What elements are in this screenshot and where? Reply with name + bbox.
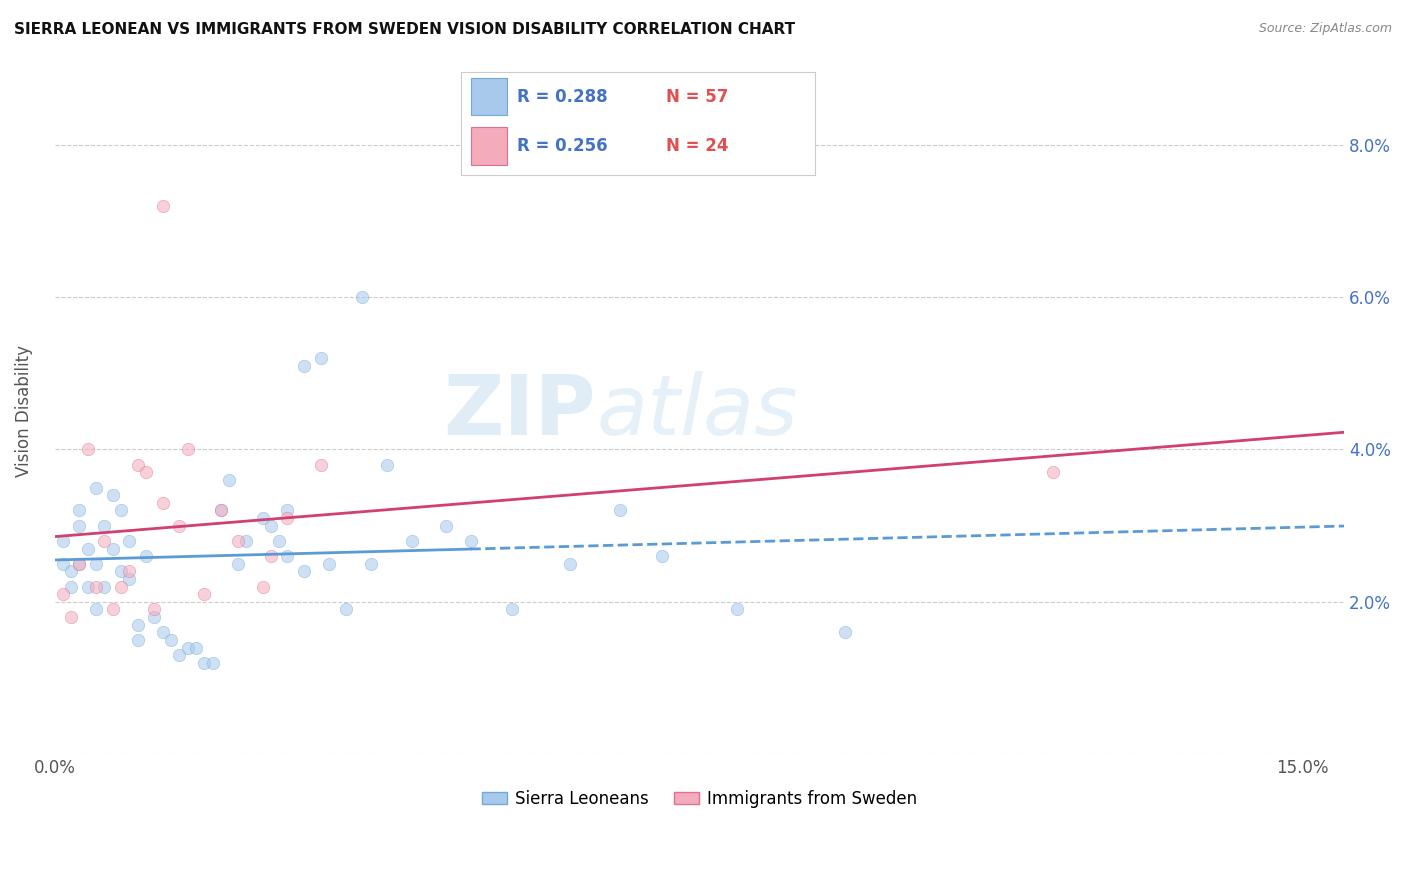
Point [52,587,75,601]
Point [69,503,91,517]
Point [127,617,149,632]
Point [110,503,132,517]
Point [152,625,174,640]
Point [69,557,91,571]
Point [93,533,115,548]
Point [118,565,141,579]
Point [252,580,274,594]
Point [101,541,124,556]
Point [193,587,215,601]
Point [84,580,107,594]
Point [252,511,274,525]
Legend: Sierra Leoneans, Immigrants from Sweden: Sierra Leoneans, Immigrants from Sweden [475,783,924,814]
Point [226,533,249,548]
Text: SIERRA LEONEAN VS IMMIGRANTS FROM SWEDEN VISION DISABILITY CORRELATION CHART: SIERRA LEONEAN VS IMMIGRANTS FROM SWEDEN… [14,22,796,37]
Point [560,557,582,571]
Point [209,503,232,517]
Point [127,632,149,647]
Point [309,458,332,472]
Point [76,442,98,457]
Point [84,557,107,571]
Point [725,602,748,616]
Point [318,557,340,571]
Point [52,533,75,548]
Point [84,602,107,616]
Point [93,518,115,533]
Point [60,610,83,624]
Point [101,488,124,502]
Point [276,511,298,525]
Point [176,640,198,655]
Point [434,518,457,533]
Point [152,199,174,213]
Point [309,351,332,365]
Point [135,466,157,480]
Point [609,503,631,517]
Point [352,290,374,304]
Point [184,640,207,655]
Point [235,533,257,548]
Point [176,442,198,457]
Point [110,580,132,594]
Point [1042,466,1064,480]
Point [460,533,482,548]
Point [110,565,132,579]
Point [292,359,315,373]
Point [101,602,124,616]
Point [269,533,291,548]
Point [76,580,98,594]
Point [135,549,157,563]
Point [260,549,283,563]
Point [260,518,283,533]
Point [118,572,141,586]
Point [143,602,166,616]
Point [169,648,191,662]
Y-axis label: Vision Disability: Vision Disability [15,345,32,477]
Point [401,533,423,548]
Point [60,565,83,579]
Point [218,473,240,487]
Point [292,565,315,579]
Point [69,518,91,533]
Point [52,557,75,571]
Point [335,602,357,616]
Point [276,549,298,563]
Text: atlas: atlas [596,371,797,452]
Point [360,557,382,571]
Point [127,458,149,472]
Point [201,656,224,670]
Point [193,656,215,670]
Point [60,580,83,594]
Point [152,496,174,510]
Point [160,632,183,647]
Point [226,557,249,571]
Point [209,503,232,517]
Point [76,541,98,556]
Point [834,625,856,640]
Point [375,458,398,472]
Text: Source: ZipAtlas.com: Source: ZipAtlas.com [1258,22,1392,36]
Point [143,610,166,624]
Point [93,580,115,594]
Point [276,503,298,517]
Point [169,518,191,533]
Point [84,481,107,495]
Point [118,533,141,548]
Point [501,602,523,616]
Text: ZIP: ZIP [444,371,596,452]
Point [69,557,91,571]
Point [651,549,673,563]
